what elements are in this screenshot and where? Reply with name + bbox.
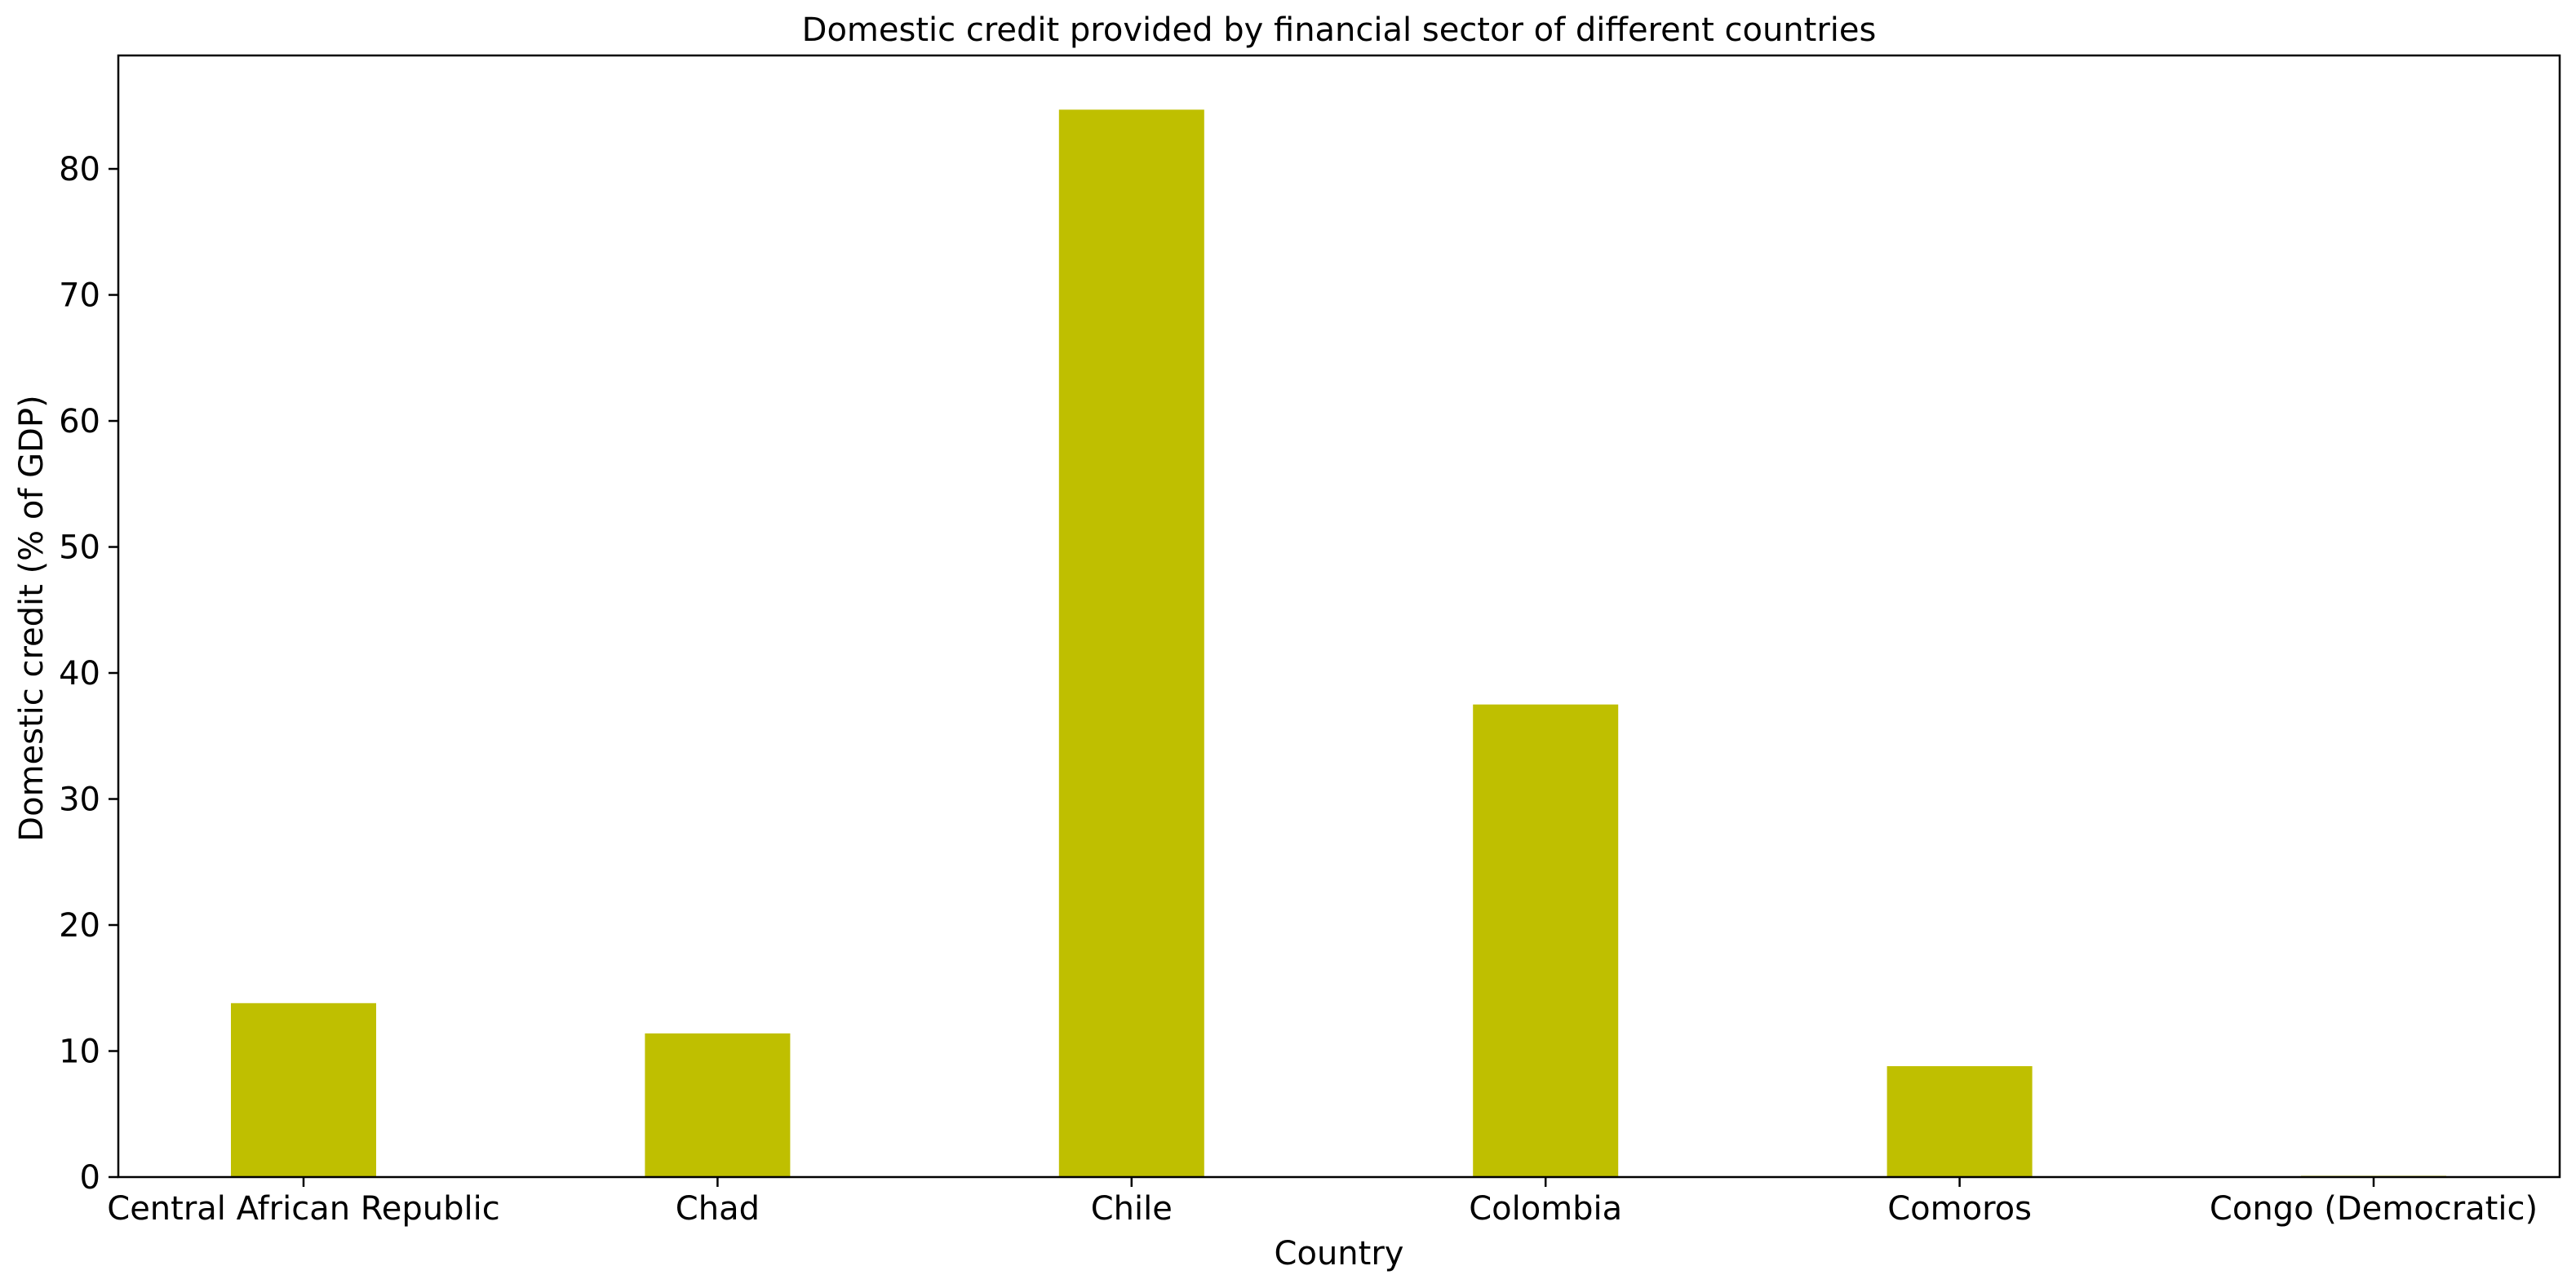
- y-tick-label: 60: [59, 403, 100, 440]
- y-tick-label: 40: [59, 655, 100, 693]
- chart-title: Domestic credit provided by financial se…: [802, 11, 1877, 49]
- plot-area-frame: [117, 54, 2561, 1179]
- y-tick-label: 70: [59, 277, 100, 315]
- bars-layer: [231, 109, 2446, 1177]
- bar-central-african-republic: [231, 1003, 376, 1177]
- x-tick-label: Congo (Democratic): [2210, 1190, 2538, 1228]
- x-tick-label: Chad: [676, 1190, 760, 1228]
- y-axis-title: Domestic credit (% of GDP): [13, 395, 51, 841]
- x-tick-label: Central African Republic: [107, 1190, 499, 1228]
- x-tick-label: Chile: [1091, 1190, 1173, 1228]
- y-tick-label: 50: [59, 529, 100, 567]
- y-tick-label: 20: [59, 907, 100, 945]
- x-axis: Central African Republic Chad Chile Colombi…: [107, 1177, 2538, 1228]
- bar-comoros: [1887, 1066, 2033, 1177]
- y-axis: 0 10 20 30 40 50 60 70 80: [59, 151, 118, 1197]
- x-tick-label: Colombia: [1469, 1190, 1622, 1228]
- x-tick-label: Comoros: [1887, 1190, 2032, 1228]
- y-tick-label: 0: [80, 1159, 100, 1197]
- y-tick-label: 30: [59, 781, 100, 819]
- bar-chad: [645, 1033, 791, 1177]
- x-axis-title: Country: [1275, 1235, 1404, 1273]
- y-tick-label: 10: [59, 1033, 100, 1071]
- bar-chile: [1058, 109, 1204, 1177]
- y-tick-label: 80: [59, 151, 100, 188]
- bar-colombia: [1473, 704, 1619, 1177]
